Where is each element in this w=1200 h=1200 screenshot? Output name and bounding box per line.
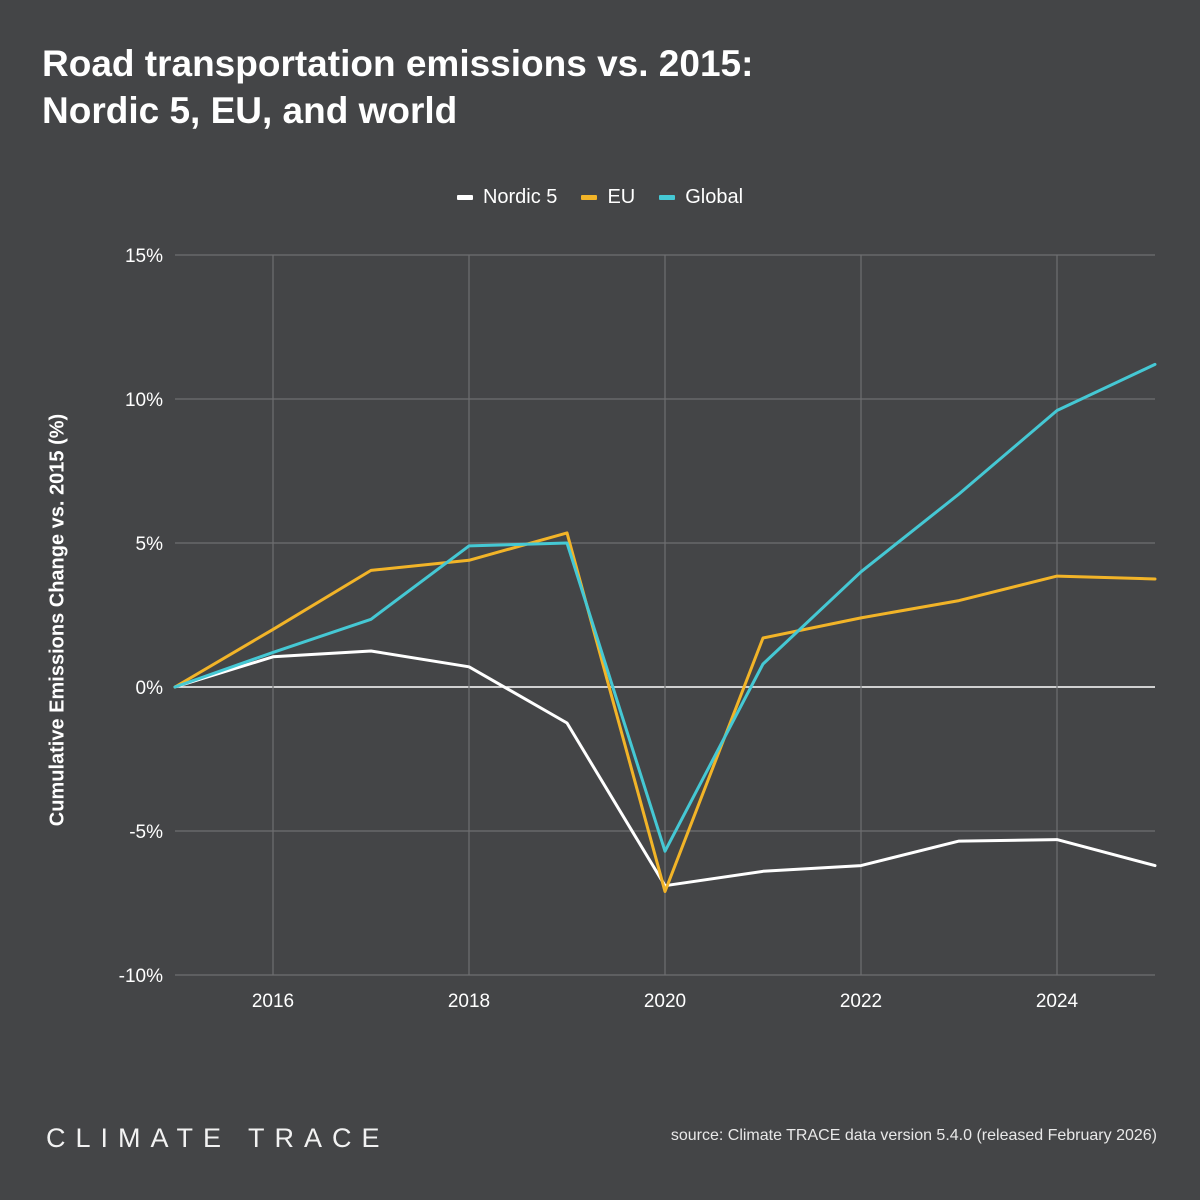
- legend-label-global: Global: [685, 186, 744, 208]
- x-tick-label: 2022: [840, 991, 882, 1012]
- series-line-eu: [173, 531, 1157, 893]
- y-tick-label: 0%: [136, 678, 164, 699]
- chart-title-line-2: Nordic 5, EU, and world: [42, 90, 458, 131]
- y-tick-label: -10%: [119, 966, 163, 987]
- legend-label-nordic: Nordic 5: [482, 186, 558, 208]
- line-chart: -10% -5% 0% 5% 10% 15% 2016 2018 2020 2022 2024: [119, 246, 1157, 1012]
- legend-label-eu: EU: [607, 186, 636, 208]
- legend-item-nordic[interactable]: Nordic 5: [456, 186, 558, 209]
- legend-swatch-global: [659, 195, 676, 200]
- series-line-global: [173, 362, 1157, 853]
- x-tick-label: 2024: [1036, 991, 1079, 1012]
- legend-swatch-nordic: [456, 195, 473, 200]
- x-tick-label: 2018: [448, 991, 490, 1012]
- legend-item-eu[interactable]: EU: [581, 186, 635, 209]
- series-line-nordic: [173, 649, 1157, 888]
- legend-swatch-eu: [581, 195, 598, 200]
- chart-title-line-1: Road transportation emissions vs. 2015:: [42, 43, 754, 84]
- y-tick-label: -5%: [129, 822, 163, 843]
- y-tick-label: 5%: [136, 534, 164, 555]
- legend-item-global[interactable]: Global: [659, 186, 743, 209]
- x-tick-label: 2016: [252, 991, 294, 1012]
- source-note: source: Climate TRACE data version 5.4.0…: [670, 1127, 1157, 1144]
- y-tick-label: 10%: [125, 390, 163, 411]
- chart-legend: Nordic 5 EU Global: [0, 186, 1200, 209]
- y-tick-label: 15%: [125, 246, 163, 267]
- climate-trace-logo: CLIMATE TRACE: [46, 1123, 390, 1153]
- x-tick-label: 2020: [644, 991, 686, 1012]
- chart-title: Road transportation emissions vs. 2015: …: [42, 40, 1142, 134]
